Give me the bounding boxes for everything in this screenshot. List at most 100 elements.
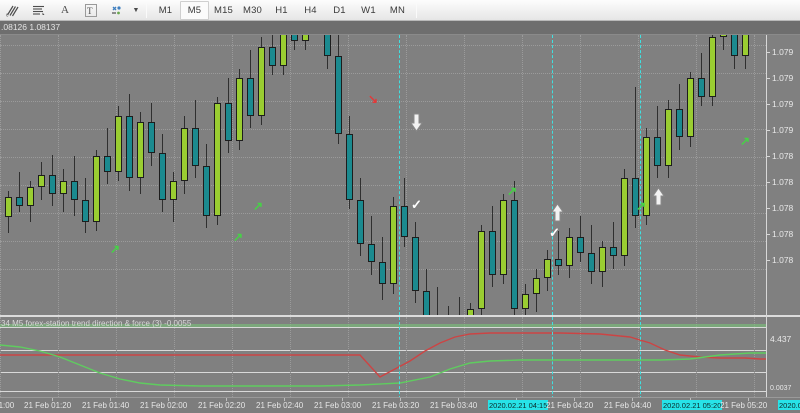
timeframe-m5[interactable]: M5 (180, 0, 209, 20)
indicator-subchart[interactable]: 34 M5 forex-station trend direction & fo… (0, 315, 800, 397)
indicator-label: 34 M5 forex-station trend direction & fo… (1, 319, 192, 328)
candle-body (621, 178, 628, 257)
time-scale[interactable]: 21 Feb 01:00 21 Feb 01:20 21 Feb 01:40 21 F… (0, 397, 800, 413)
indicator-crosshair-line (640, 317, 641, 397)
candle-wick (305, 35, 306, 50)
candle-body (346, 134, 353, 200)
gridline-vertical (464, 35, 465, 315)
candle-wick (437, 287, 438, 315)
candle-body (709, 37, 716, 97)
indicator-gridline (0, 391, 766, 392)
timeframe-mn[interactable]: MN (389, 4, 406, 16)
candle-body (577, 237, 584, 253)
price-tick (766, 104, 770, 105)
timeframe-m15[interactable]: M15 (213, 4, 234, 16)
timeframe-d1[interactable]: D1 (333, 4, 346, 16)
time-label: 21 Feb 02:00 (140, 401, 188, 410)
gridline-vertical (638, 35, 639, 315)
candle-body (236, 78, 243, 141)
candle-body (610, 246, 617, 257)
toolbar-empty-space (421, 0, 800, 21)
time-tick (632, 398, 633, 401)
candle-body (665, 109, 672, 166)
price-tick (766, 260, 770, 261)
candle-wick (558, 231, 559, 275)
svg-text:c: c (6, 12, 9, 17)
indicator-gridline-vertical (174, 317, 175, 397)
candle-body (544, 259, 551, 278)
timeframe-h4[interactable]: H4 (304, 4, 317, 16)
time-label-highlighted: 2020.02.21 06:05 (778, 400, 800, 410)
candle-body (82, 199, 89, 222)
text-label-icon[interactable]: A (61, 4, 69, 16)
price-label: 1.079 (772, 47, 794, 57)
toolbar-separator-2 (416, 2, 417, 18)
indicator-gridline-vertical (580, 317, 581, 397)
candle-body (742, 35, 749, 57)
candle-body (676, 109, 683, 138)
candle-body (49, 174, 56, 194)
candle-wick (19, 171, 20, 213)
gridline-vertical (0, 35, 1, 315)
indicator-value-top: 4.437 (770, 334, 792, 344)
objects-icon[interactable] (104, 1, 130, 20)
candle-wick (294, 35, 295, 50)
price-label: 1.078 (772, 255, 794, 265)
candle-body (368, 243, 375, 263)
candle-body (247, 78, 254, 116)
chart-toolbar: c A T (0, 0, 800, 21)
indicator-gridline-vertical (406, 317, 407, 397)
candle-body (335, 56, 342, 135)
time-label: 21 Feb 04:20 (546, 401, 594, 410)
time-tick (574, 398, 575, 401)
indicator-gridline-vertical (290, 317, 291, 397)
indicator-gridline-vertical (464, 317, 465, 397)
price-label: 1.078 (772, 229, 794, 239)
gridline-vertical (174, 35, 175, 315)
candle-body (60, 181, 67, 194)
time-label-highlighted: 2020.02.21 04:15 (488, 400, 549, 410)
crosshair-vertical-line (552, 35, 553, 315)
candle-body (181, 128, 188, 182)
templates-icon[interactable] (26, 1, 52, 20)
buy-arrow-icon: ↗ (740, 134, 751, 148)
time-label-highlighted: 2020.02.21 05:20 (662, 400, 723, 410)
indicator-gridline-vertical (522, 317, 523, 397)
candle-body (401, 206, 408, 238)
text-object-icon[interactable]: T (78, 1, 104, 20)
candle-body (214, 103, 221, 216)
candle-body (412, 237, 419, 291)
time-tick (226, 398, 227, 401)
timeframe-h1[interactable]: H1 (275, 4, 288, 16)
timeframe-m1[interactable]: M1 (158, 4, 173, 16)
dropdown-caret-icon[interactable]: ▼ (132, 6, 140, 14)
price-chart[interactable]: ↗ ↗ ↗ ↘ ✓ ↗ ✓ ↗ ↗ (0, 35, 800, 315)
crosshair-vertical-line (640, 35, 641, 315)
time-tick (516, 398, 517, 401)
timeframe-w1[interactable]: W1 (361, 4, 376, 16)
timeframe-m30[interactable]: M30 (242, 4, 263, 16)
candle-body (115, 115, 122, 172)
indicators-icon[interactable]: c (0, 1, 26, 20)
quote-bar: .08126 1.08137 (0, 21, 800, 35)
candle-body (555, 259, 562, 266)
buy-arrow-icon: ↗ (233, 230, 244, 244)
indicator-gridline-vertical (232, 317, 233, 397)
candle-body (137, 121, 144, 178)
price-tick (766, 208, 770, 209)
candle-body (280, 35, 287, 66)
candle-body (38, 174, 45, 188)
candle-wick (635, 87, 636, 228)
price-scale-divider (766, 35, 767, 397)
indicator-histogram-bar (0, 324, 766, 327)
candle-body (731, 35, 738, 57)
indicator-gridline-vertical (116, 317, 117, 397)
time-label: 21 Feb 05:20 (720, 401, 768, 410)
gridline-vertical (58, 35, 59, 315)
gridline-horizontal (0, 241, 766, 242)
candle-body (104, 156, 111, 172)
time-tick (342, 398, 343, 401)
candle-body (643, 137, 650, 216)
time-label: 21 Feb 01:00 (0, 401, 15, 410)
